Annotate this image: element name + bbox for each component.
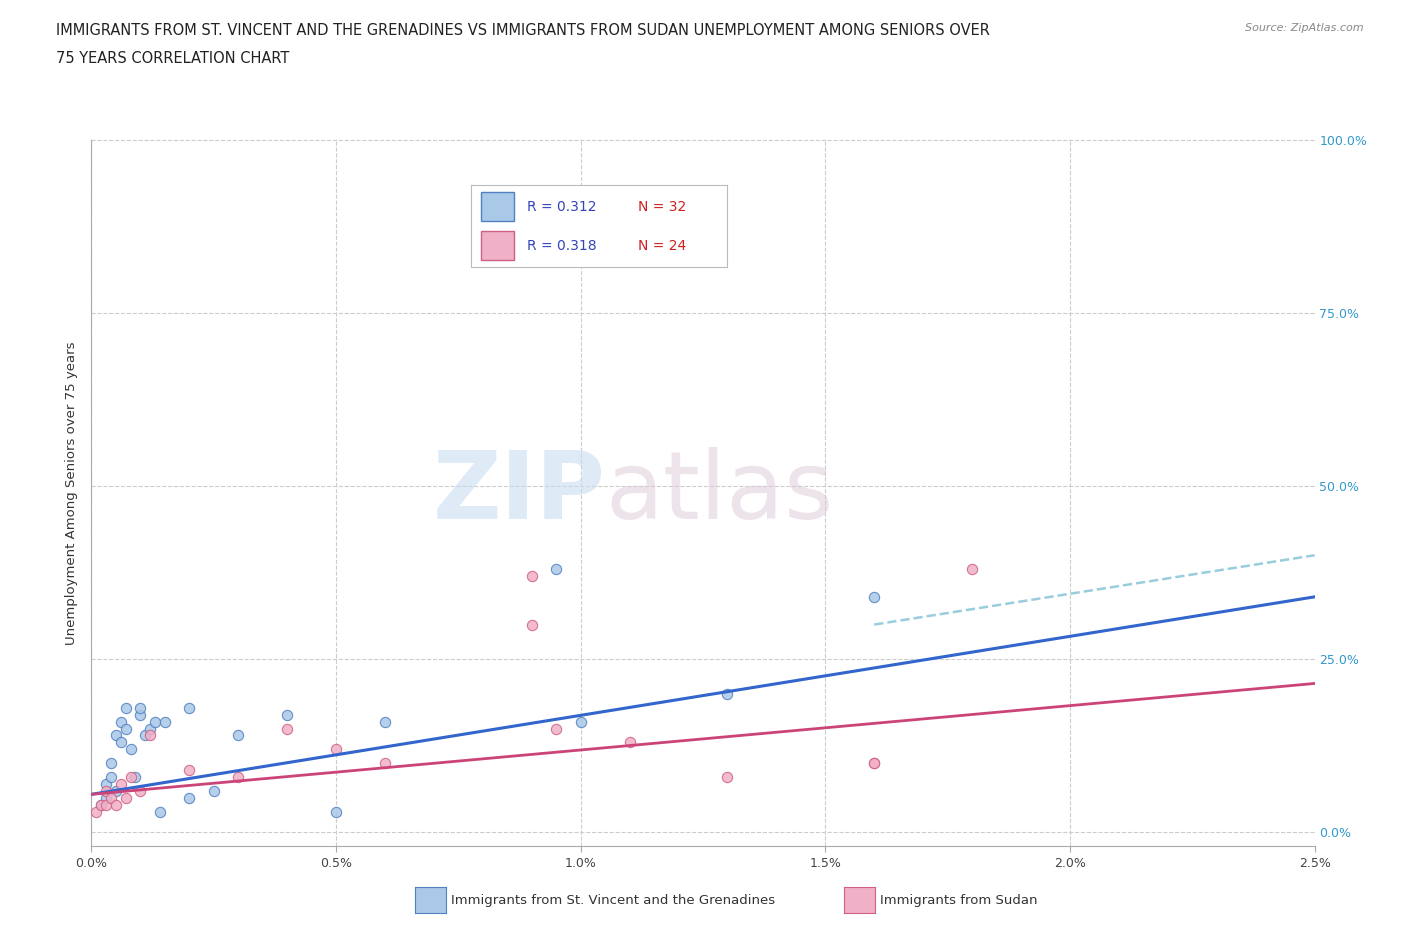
Point (546, 562, 568, 577)
Point (139, 728, 162, 743)
Y-axis label: Unemployment Among Seniors over 75 years: Unemployment Among Seniors over 75 years (65, 341, 79, 644)
Point (226, 728, 249, 743)
Point (520, 568, 543, 583)
Point (325, 742, 347, 757)
Point (110, 735, 132, 750)
Point (226, 769, 249, 784)
Point (716, 686, 738, 701)
Point (94, 783, 117, 798)
Point (179, 700, 201, 715)
Point (374, 714, 396, 729)
Point (960, 562, 983, 577)
Text: Immigrants from Sudan: Immigrants from Sudan (880, 894, 1038, 907)
Text: IMMIGRANTS FROM ST. VINCENT AND THE GRENADINES VS IMMIGRANTS FROM SUDAN UNEMPLOY: IMMIGRANTS FROM ST. VINCENT AND THE GREN… (56, 23, 990, 38)
Text: atlas: atlas (605, 447, 834, 538)
Point (276, 707, 298, 722)
Point (120, 769, 142, 784)
Point (619, 735, 641, 750)
Point (110, 777, 132, 791)
Point (104, 783, 127, 798)
Point (104, 797, 127, 812)
Point (100, 790, 122, 805)
Text: R = 0.312: R = 0.312 (527, 200, 596, 214)
Point (100, 769, 122, 784)
Text: Source: ZipAtlas.com: Source: ZipAtlas.com (1246, 23, 1364, 33)
Point (84, 804, 107, 819)
Point (124, 769, 146, 784)
Bar (481, 192, 515, 221)
Point (374, 756, 396, 771)
Point (202, 783, 225, 798)
Point (139, 721, 162, 736)
Point (863, 756, 886, 771)
Point (100, 756, 122, 771)
Point (179, 763, 201, 777)
Point (569, 714, 592, 729)
Point (276, 721, 298, 736)
Point (104, 728, 127, 743)
Point (129, 783, 152, 798)
Text: 75 YEARS CORRELATION CHART: 75 YEARS CORRELATION CHART (56, 51, 290, 66)
Point (114, 700, 136, 715)
Point (325, 804, 347, 819)
Text: N = 24: N = 24 (637, 239, 686, 253)
Bar (481, 231, 515, 260)
Text: R = 0.318: R = 0.318 (527, 239, 596, 253)
Text: Immigrants from St. Vincent and the Grenadines: Immigrants from St. Vincent and the Gren… (451, 894, 776, 907)
Text: N = 32: N = 32 (637, 200, 686, 214)
Point (129, 707, 152, 722)
Point (110, 714, 132, 729)
Point (546, 721, 568, 736)
Point (120, 742, 142, 757)
Point (129, 700, 152, 715)
Point (149, 804, 172, 819)
Point (520, 236, 543, 251)
Point (143, 714, 166, 729)
Point (153, 714, 176, 729)
Text: ZIP: ZIP (432, 447, 605, 538)
Point (114, 790, 136, 805)
Point (179, 790, 201, 805)
Point (94, 777, 117, 791)
Point (94, 790, 117, 805)
Point (134, 728, 156, 743)
Point (520, 618, 543, 632)
Point (716, 769, 738, 784)
Point (94, 797, 117, 812)
Point (90, 797, 112, 812)
Point (90, 797, 112, 812)
Point (114, 721, 136, 736)
Point (863, 756, 886, 771)
Point (863, 590, 886, 604)
